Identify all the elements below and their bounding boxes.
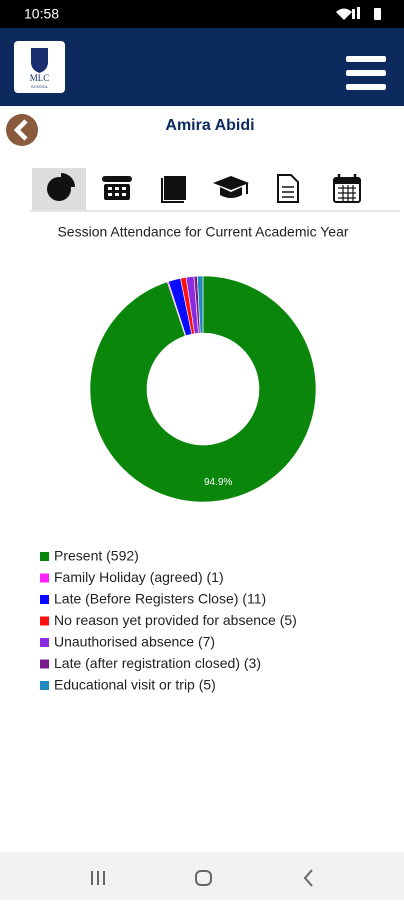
legend-swatch (40, 638, 49, 647)
menu-button[interactable] (346, 56, 386, 90)
tab-calendar[interactable] (333, 174, 361, 203)
tab-bar (30, 168, 400, 212)
tab-attendance[interactable] (47, 173, 75, 201)
app-header (0, 28, 404, 106)
legend-label: Late (after registration closed) (3) (54, 655, 261, 671)
logo[interactable]: MLC SCHOOL (14, 41, 65, 93)
legend-label: No reason yet provided for absence (5) (54, 612, 297, 628)
nav-buttons (91, 869, 313, 887)
legend-swatch (40, 573, 49, 583)
data-label: 94.9% (204, 477, 232, 488)
legend-swatch (40, 552, 49, 561)
donut-chart: 94.9% (89, 275, 317, 503)
legend-swatch (40, 616, 49, 626)
chart-title: Session Attendance for Current Academic … (57, 224, 348, 240)
tab-homework[interactable] (161, 176, 186, 203)
legend-label: Family Holiday (agreed) (1) (54, 569, 224, 585)
nav-bar (0, 852, 404, 900)
pie-slice (89, 275, 317, 503)
nav-home[interactable] (195, 870, 212, 886)
logo-subtext: SCHOOL (31, 84, 49, 89)
nav-recents[interactable] (91, 871, 105, 885)
logo-text: MLC (30, 73, 50, 83)
nav-back[interactable] (303, 869, 313, 887)
legend-swatch (40, 681, 49, 690)
legend-label: Present (592) (54, 548, 139, 564)
student-name: Amira Abidi (165, 117, 254, 134)
tab-achievements[interactable] (213, 176, 249, 198)
legend-swatch (40, 659, 49, 669)
pie-slice (197, 275, 204, 334)
legend-label: Educational visit or trip (5) (54, 677, 216, 693)
status-time: 10:58 (24, 6, 59, 22)
tab-reports[interactable] (277, 174, 299, 203)
legend-label: Late (Before Registers Close) (11) (54, 591, 266, 607)
legend: Present (592) Family Holiday (agreed) (1)… (40, 548, 297, 693)
legend-label: Unauthorised absence (7) (54, 634, 215, 650)
tab-timetable[interactable] (102, 176, 132, 200)
status-bar (0, 0, 404, 28)
status-icons (336, 7, 381, 20)
legend-swatch (40, 595, 49, 604)
back-button[interactable] (6, 114, 38, 146)
